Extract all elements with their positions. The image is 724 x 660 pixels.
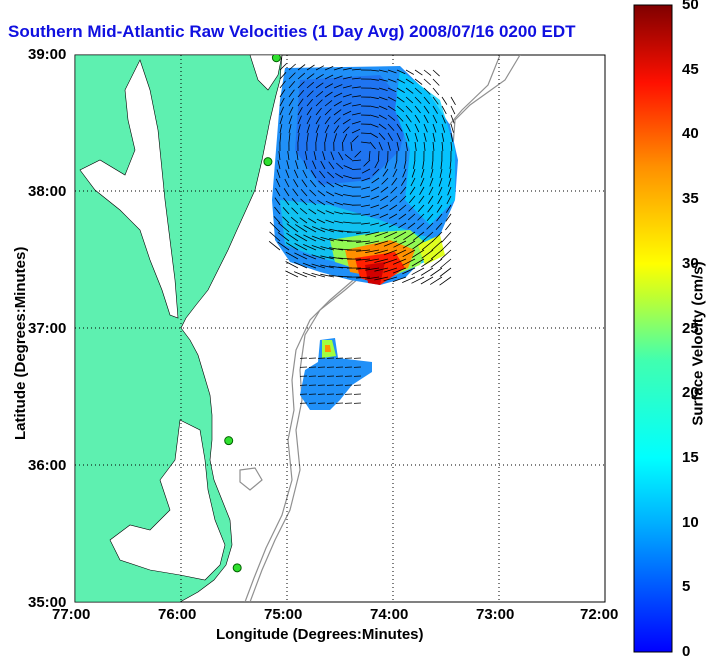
colorbar-tick: 10: [682, 514, 699, 531]
velocity-vector: [343, 142, 344, 151]
x-tick-72: 72:00: [580, 606, 618, 623]
y-tick-39: 39:00: [28, 46, 66, 63]
colorbar-tick: 45: [682, 61, 699, 78]
velocity-vector: [352, 169, 361, 170]
colorbar-tick: 50: [682, 0, 699, 13]
velocity-vector: [361, 133, 370, 134]
velocity-vector: [379, 151, 380, 160]
colorbar-tick: 15: [682, 449, 699, 466]
x-tick-76: 76:00: [158, 606, 196, 623]
x-tick-75: 75:00: [264, 606, 302, 623]
colorbar-tick: 35: [682, 190, 699, 207]
radar-station: [264, 158, 272, 166]
radar-station: [225, 437, 233, 445]
y-tick-37: 37:00: [28, 320, 66, 337]
y-tick-36: 36:00: [28, 457, 66, 474]
x-tick-77: 77:00: [52, 606, 90, 623]
y-tick-38: 38:00: [28, 183, 66, 200]
y-axis-label: Latitude (Degrees:Minutes): [12, 247, 29, 440]
x-tick-74: 74:00: [370, 606, 408, 623]
radar-station: [233, 564, 241, 572]
colorbar: [634, 5, 672, 652]
x-tick-73: 73:00: [476, 606, 514, 623]
colorbar-label: Surface Velocity (cm/s): [690, 261, 707, 425]
x-axis-label: Longitude (Degrees:Minutes): [216, 626, 424, 643]
colorbar-tick: 5: [682, 578, 690, 595]
colorbar-tick: 40: [682, 125, 699, 142]
colorbar-tick: 0: [682, 643, 690, 660]
